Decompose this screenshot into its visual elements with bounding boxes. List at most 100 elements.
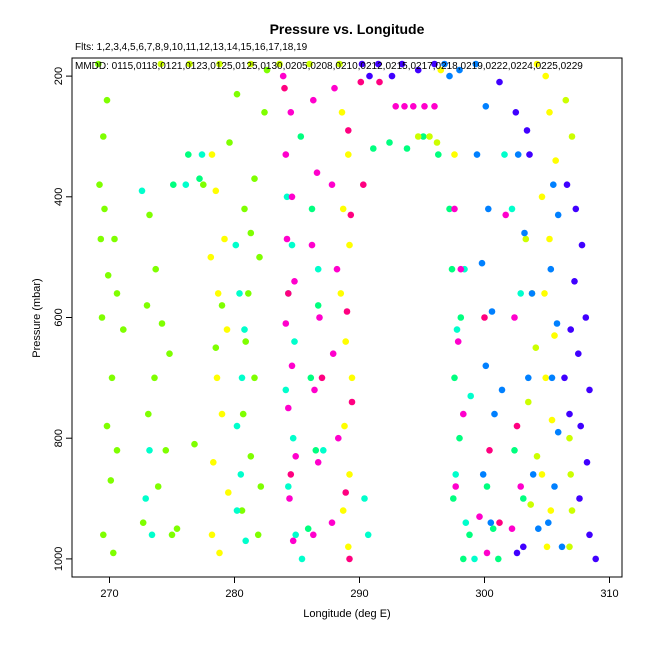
data-point-3-17	[451, 374, 458, 382]
data-point-4-5	[306, 60, 313, 68]
data-point-4-17	[567, 471, 574, 478]
data-point-3-21	[466, 531, 473, 539]
data-point-1-26	[542, 72, 549, 80]
data-point-2-3	[148, 531, 156, 539]
data-point-7-5	[473, 151, 481, 158]
data-point-8-20	[577, 422, 584, 430]
data-point-2-13	[242, 537, 249, 545]
data-point-8-24	[592, 555, 599, 563]
data-point-0-14	[107, 477, 115, 484]
data-point-7-23	[548, 374, 556, 382]
data-point-6-16	[513, 422, 521, 430]
data-point-5-11	[289, 537, 297, 545]
data-point-8-14	[572, 205, 580, 213]
data-point-5-20	[328, 181, 336, 188]
data-point-0-36	[245, 290, 252, 297]
data-point-3-9	[370, 145, 377, 152]
data-point-5-18	[310, 531, 317, 539]
data-point-8-16	[571, 278, 578, 285]
data-point-8-25	[567, 326, 574, 333]
data-point-7-6	[485, 205, 492, 213]
data-point-7-7	[478, 259, 486, 267]
data-point-4-13	[525, 398, 532, 406]
x-tick-label-0: 270	[100, 588, 118, 600]
data-point-6-3	[318, 374, 326, 382]
data-point-0-15	[100, 531, 107, 539]
data-point-2-10	[233, 422, 241, 430]
data-point-5-28	[421, 103, 428, 110]
data-point-4-7	[414, 133, 422, 140]
data-point-3-23	[489, 525, 497, 532]
data-point-3-26	[520, 495, 527, 502]
data-point-0-47	[226, 139, 233, 146]
x-axis-label: Longitude (deg E)	[303, 608, 390, 620]
data-point-3-5	[314, 302, 322, 309]
data-point-1-33	[542, 374, 549, 382]
data-point-7-2	[456, 66, 463, 74]
data-point-1-32	[551, 332, 558, 339]
data-point-1-28	[552, 157, 559, 164]
data-point-0-38	[251, 374, 258, 382]
data-point-8-26	[561, 374, 568, 382]
data-point-7-8	[488, 308, 496, 315]
data-point-3-16	[457, 314, 465, 321]
chart-title: Pressure vs. Longitude	[270, 21, 425, 37]
data-point-4-16	[566, 434, 573, 442]
data-point-5-21	[333, 265, 341, 273]
data-point-7-3	[472, 60, 480, 68]
data-point-6-13	[481, 314, 488, 321]
data-point-8-10	[513, 549, 521, 557]
data-point-7-10	[491, 410, 498, 418]
data-point-3-25	[511, 447, 518, 454]
data-point-0-19	[143, 302, 151, 309]
data-point-5-2	[282, 151, 290, 158]
data-point-8-15	[578, 241, 586, 249]
data-point-4-18	[568, 507, 576, 514]
data-point-5-22	[329, 350, 337, 358]
data-point-2-26	[364, 531, 372, 539]
data-point-4-12	[532, 344, 540, 352]
data-point-3-3	[297, 133, 305, 140]
y-tick-label-2: 600	[53, 308, 65, 326]
data-point-7-25	[547, 265, 555, 273]
data-point-4-0	[157, 60, 165, 68]
data-point-0-8	[113, 290, 121, 297]
data-point-0-37	[242, 338, 249, 345]
data-point-4-19	[566, 543, 573, 551]
data-point-5-3	[288, 193, 296, 201]
data-point-0-26	[139, 519, 147, 526]
data-point-2-8	[241, 326, 248, 333]
y-axis: 200 400 600 800 1000	[53, 67, 72, 571]
data-point-7-19	[535, 525, 542, 532]
data-point-2-29	[467, 392, 475, 400]
data-point-7-14	[514, 151, 522, 158]
y-axis-label: Pressure (mbar)	[31, 278, 43, 357]
data-point-6-7	[348, 398, 356, 406]
mmdd-annotation: MMDD: 0115,0118,0121,0123,0125,0125,0130…	[75, 61, 583, 72]
data-point-7-24	[553, 320, 561, 327]
data-point-3-4	[308, 205, 316, 213]
data-point-1-23	[451, 151, 458, 158]
data-point-7-15	[521, 229, 528, 237]
data-point-2-4	[182, 181, 190, 188]
data-point-8-19	[586, 386, 593, 394]
data-point-0-17	[146, 211, 153, 219]
data-point-5-5	[291, 278, 298, 285]
data-point-6-2	[287, 471, 295, 478]
data-point-1-20	[346, 471, 353, 478]
data-point-2-6	[232, 241, 240, 249]
data-point-2-22	[298, 555, 306, 563]
data-point-3-19	[450, 495, 457, 502]
data-point-1-8	[210, 459, 217, 466]
data-point-5-4	[283, 235, 291, 243]
data-point-1-5	[223, 326, 231, 333]
data-point-1-7	[218, 410, 226, 418]
data-point-2-5	[198, 151, 206, 158]
data-point-1-27	[546, 109, 553, 116]
data-point-8-11	[520, 543, 527, 551]
data-point-1-31	[541, 290, 548, 297]
data-point-2-14	[283, 193, 291, 201]
data-point-0-12	[103, 422, 111, 430]
data-point-0-27	[168, 531, 176, 539]
data-point-5-23	[335, 434, 342, 442]
